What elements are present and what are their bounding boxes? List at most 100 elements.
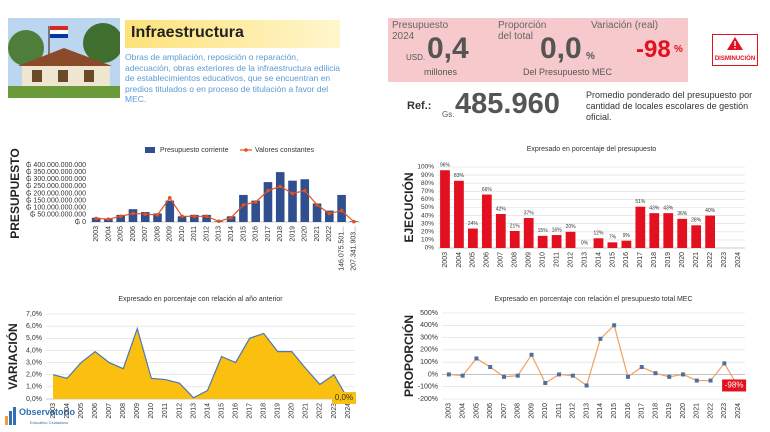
x-tick-label: 2008 (515, 403, 522, 419)
marker (131, 211, 135, 216)
marker (681, 372, 686, 377)
x-tick-label: 2022 (326, 226, 333, 242)
marker (167, 195, 172, 200)
change-value: -98 (636, 36, 671, 63)
y-axis-label: PRESUPUESTO (8, 148, 22, 238)
x-tick-label: 2006 (92, 403, 99, 419)
y-tick-label: 50% (421, 204, 434, 211)
value-label: 51% (635, 199, 646, 205)
bar (116, 214, 125, 222)
marker (653, 371, 658, 376)
bar (565, 231, 576, 248)
marker (446, 372, 451, 377)
x-tick-label: 2015 (218, 403, 225, 419)
value-label: 12% (593, 231, 604, 237)
value-label-bg (722, 379, 747, 392)
bar (153, 213, 162, 222)
x-tick-label: 2020 (289, 403, 296, 419)
y-tick-label: 200% (420, 347, 438, 354)
bar (312, 203, 322, 222)
y-tick-label: 1,0% (26, 384, 42, 391)
value-label: 37% (524, 210, 535, 216)
x-tick-label: 2024 (735, 403, 742, 419)
x-tick-label: 2005 (118, 226, 125, 242)
legend-label: Valores constantes (255, 147, 315, 154)
y-tick-label: ₲ 100.000.000.000 (26, 204, 86, 212)
x-tick-label: 2004 (456, 252, 463, 268)
y-tick-label: 70% (421, 188, 434, 195)
value-label: 20% (566, 224, 577, 230)
x-tick-label: 2021 (314, 226, 321, 242)
area-line (52, 326, 349, 400)
x-tick-label: 2013 (583, 403, 590, 419)
x-tick-label: 2004 (105, 226, 112, 242)
x-tick-label: 2012 (567, 252, 574, 268)
x-tick-label: 2007 (498, 252, 505, 268)
value-label: 43% (649, 205, 660, 211)
value-label: 40% (705, 208, 716, 214)
y-tick-label: 60% (421, 196, 434, 203)
y-tick-label: 0% (425, 245, 435, 252)
x-tick-label: 2015 (609, 252, 616, 268)
y-tick-label: ₲ 350.000.000.000 (26, 168, 86, 176)
marker (266, 188, 270, 193)
x-tick-label: 2022 (707, 252, 714, 268)
value-label: 36% (677, 211, 688, 217)
marker (460, 373, 465, 378)
x-tick-label: 2018 (261, 403, 268, 419)
y-tick-label: 4,0% (26, 347, 42, 354)
x-tick-label: 2018 (651, 252, 658, 268)
y-tick-label: ₲ 250.000.000.000 (26, 182, 86, 190)
y-tick-label: 7,0% (26, 311, 42, 318)
ref-value: 485.960 (455, 88, 560, 120)
x-tick-label: 2017 (247, 403, 254, 419)
x-tick-label: 2016 (232, 403, 239, 419)
y-tick-label: 80% (421, 180, 434, 187)
bar (263, 182, 273, 222)
x-tick-label: 2010 (540, 252, 547, 268)
marker (143, 212, 148, 216)
y-tick-label: 100% (417, 164, 434, 171)
marker (106, 217, 111, 221)
y-tick-label: ₲ 150.000.000.000 (26, 196, 86, 204)
description: Obras de ampliación, reposición o repara… (125, 52, 340, 104)
bar (454, 180, 464, 248)
bar (325, 210, 334, 222)
value-label: 15% (538, 228, 549, 234)
legend-swatch (145, 147, 155, 153)
bar (288, 180, 297, 222)
x-tick-label: 2015 (240, 226, 247, 242)
x-tick-label: 2005 (473, 403, 480, 419)
x-tick-label: 2003 (50, 403, 57, 419)
value-label: 7% (609, 235, 617, 241)
area (53, 328, 348, 399)
x-tick-label: 2020 (680, 403, 687, 419)
share-label: Proporción del total (498, 20, 547, 42)
x-tick-label: 2013 (190, 403, 197, 419)
y-tick-label: 90% (421, 172, 434, 179)
x-tick-label: 2005 (470, 252, 477, 268)
value-label: 16% (552, 227, 563, 233)
marker (302, 188, 307, 193)
line (448, 324, 739, 387)
y-tick-label: 400% (420, 322, 438, 329)
marker (529, 352, 534, 357)
bar (621, 240, 632, 248)
value-label: 43% (663, 205, 674, 211)
bar (649, 213, 660, 248)
x-tick-label: 2012 (570, 403, 577, 419)
alert-badge: DISMINUCIÓN (712, 34, 758, 66)
x-tick-label: 2017 (637, 252, 644, 268)
x-tick-label: 2012 (203, 226, 210, 242)
bar (468, 228, 478, 248)
bar (251, 200, 260, 222)
y-tick-label: 0,0% (26, 396, 42, 403)
y-tick-label: ₲ 300.000.000.000 (26, 175, 86, 183)
marker (118, 214, 123, 219)
x-tick-label: 2010 (148, 403, 155, 419)
x-tick-label: 2003 (442, 252, 449, 268)
budget-currency: USD. (406, 53, 426, 62)
x-tick-label: 2012 (176, 403, 183, 419)
x-tick-label: 2003 (446, 403, 453, 419)
